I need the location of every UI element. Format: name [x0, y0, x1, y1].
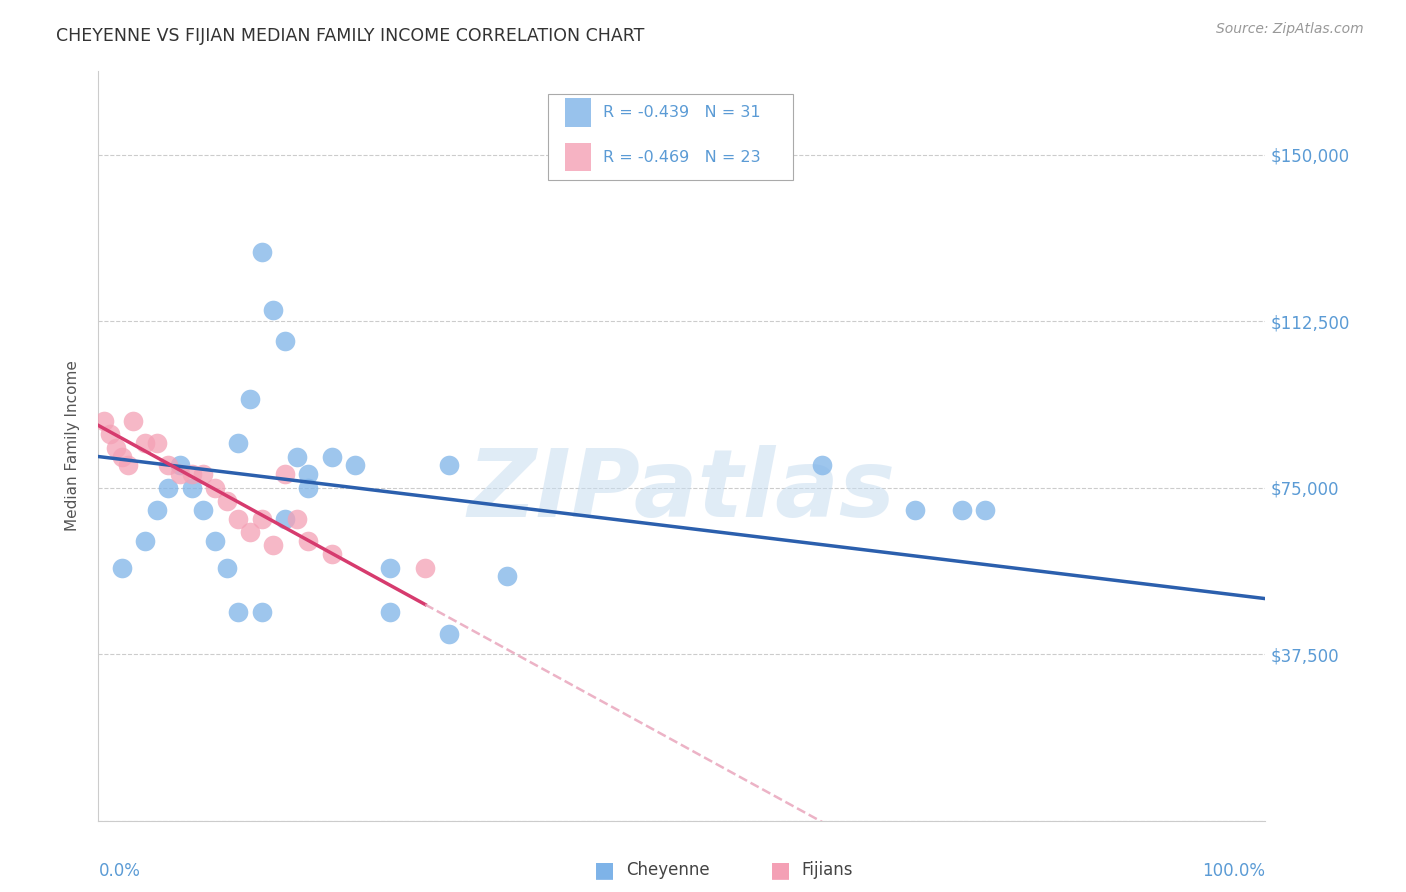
Point	[285, 512, 308, 526]
Point	[250, 245, 273, 260]
Point	[344, 458, 367, 473]
Point	[228, 605, 250, 619]
Point	[157, 481, 180, 495]
Y-axis label: Median Family Income: Median Family Income	[65, 360, 80, 532]
Point	[413, 560, 436, 574]
Point	[180, 467, 202, 482]
Point	[204, 533, 226, 548]
Point	[204, 481, 226, 495]
Point	[297, 481, 319, 495]
Point	[98, 427, 121, 442]
Point	[274, 467, 297, 482]
Point	[157, 458, 180, 473]
Point	[250, 605, 273, 619]
Point	[239, 392, 262, 406]
Bar	[565, 143, 591, 171]
Text: Source: ZipAtlas.com: Source: ZipAtlas.com	[1216, 22, 1364, 37]
Point	[380, 605, 402, 619]
Text: CHEYENNE VS FIJIAN MEDIAN FAMILY INCOME CORRELATION CHART: CHEYENNE VS FIJIAN MEDIAN FAMILY INCOME …	[56, 27, 644, 45]
Text: Cheyenne: Cheyenne	[626, 861, 709, 879]
Text: 0.0%: 0.0%	[98, 862, 141, 880]
Point	[215, 494, 238, 508]
Point	[297, 467, 319, 482]
Point	[134, 533, 156, 548]
Text: ■: ■	[770, 860, 790, 880]
Point	[193, 467, 215, 482]
Bar	[548, 94, 793, 180]
Point	[974, 503, 997, 517]
Text: 100.0%: 100.0%	[1202, 862, 1265, 880]
Point	[437, 458, 460, 473]
Text: Fijians: Fijians	[801, 861, 853, 879]
Text: ZIPatlas: ZIPatlas	[468, 445, 896, 537]
Point	[180, 481, 202, 495]
Point	[228, 512, 250, 526]
Point	[169, 458, 191, 473]
Point	[93, 414, 115, 428]
Bar	[565, 98, 591, 127]
Point	[262, 538, 284, 552]
Point	[193, 503, 215, 517]
Point	[111, 450, 134, 464]
Point	[380, 560, 402, 574]
Point	[262, 303, 284, 318]
Point	[297, 533, 319, 548]
Point	[146, 436, 169, 450]
Point	[122, 414, 145, 428]
Point	[321, 547, 343, 561]
Point	[496, 569, 519, 583]
Point	[811, 458, 834, 473]
Point	[274, 512, 297, 526]
Point	[285, 450, 308, 464]
Point	[950, 503, 973, 517]
Point	[146, 503, 169, 517]
Text: ■: ■	[595, 860, 614, 880]
Point	[169, 467, 191, 482]
Point	[274, 334, 297, 348]
Point	[215, 560, 238, 574]
Text: R = -0.439   N = 31: R = -0.439 N = 31	[603, 105, 761, 120]
Point	[134, 436, 156, 450]
Point	[111, 560, 134, 574]
Point	[117, 458, 139, 473]
Point	[228, 436, 250, 450]
Point	[904, 503, 927, 517]
Point	[239, 524, 262, 539]
Point	[437, 627, 460, 641]
Text: R = -0.469   N = 23: R = -0.469 N = 23	[603, 150, 761, 165]
Point	[250, 512, 273, 526]
Point	[104, 441, 127, 455]
Point	[321, 450, 343, 464]
